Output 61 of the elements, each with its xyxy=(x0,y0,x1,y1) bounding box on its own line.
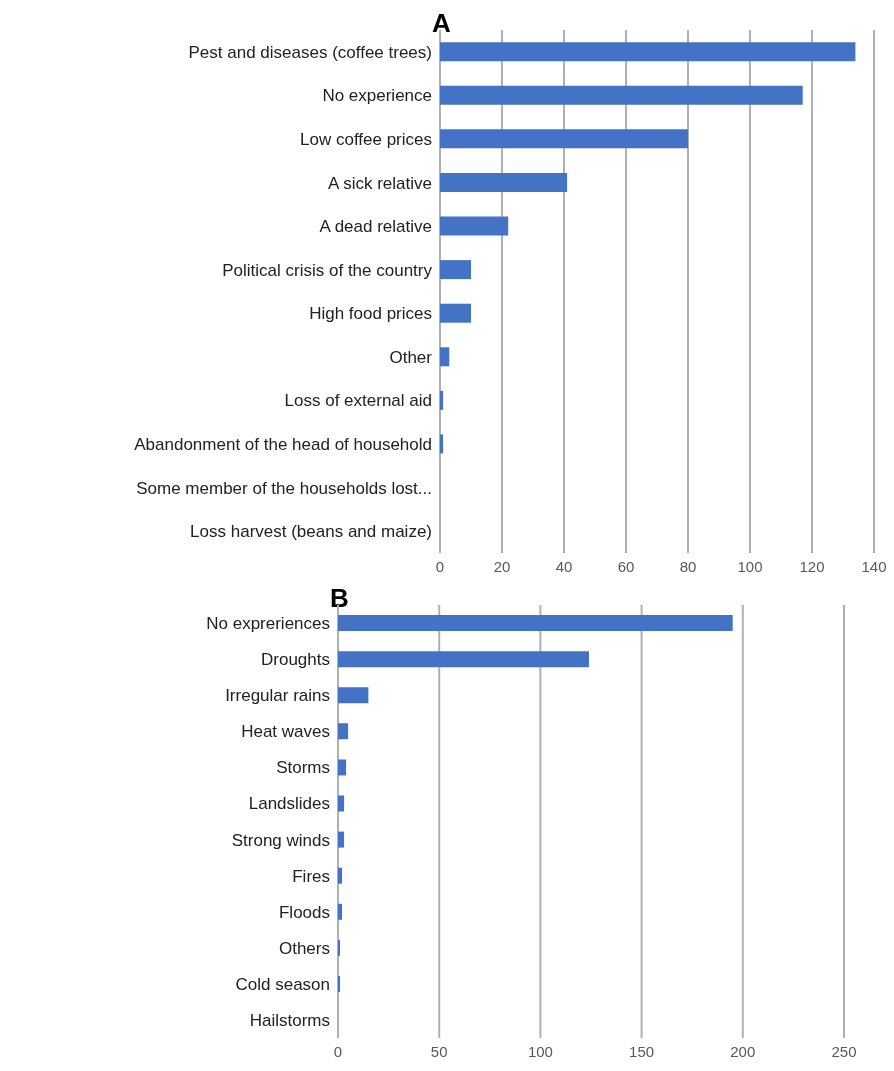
x-tick-label: 0 xyxy=(333,1042,343,1060)
bar xyxy=(338,939,341,956)
y-tick-label: Storms xyxy=(276,758,330,778)
x-tick-label: 250 xyxy=(831,1042,857,1060)
y-tick-label: Cold season xyxy=(235,974,330,994)
bar xyxy=(440,434,444,454)
bar xyxy=(440,216,509,236)
y-tick-label: No experience xyxy=(322,86,432,106)
y-tick-label: Political crisis of the country xyxy=(222,260,433,280)
bar xyxy=(440,347,450,367)
x-tick-label: 100 xyxy=(527,1042,553,1060)
y-tick-label: Droughts xyxy=(261,650,330,670)
x-tick-label: 120 xyxy=(799,557,825,575)
y-tick-label: Hailstorms xyxy=(249,1010,330,1030)
y-tick-label: Floods xyxy=(278,902,330,922)
y-tick-label: Abandonment of the head of household xyxy=(134,435,432,455)
y-tick-label: A dead relative xyxy=(319,217,432,237)
y-tick-label: Irregular rains xyxy=(225,686,330,706)
y-tick-label: Loss of external aid xyxy=(284,391,432,411)
bar xyxy=(338,867,343,884)
x-tick-label: 20 xyxy=(493,557,511,575)
bar xyxy=(338,687,369,704)
bar xyxy=(440,260,471,280)
y-tick-label: Fires xyxy=(292,866,330,886)
bar xyxy=(338,651,589,668)
chart-title: A xyxy=(432,8,451,39)
bar xyxy=(338,975,341,992)
x-tick-label: 80 xyxy=(679,557,697,575)
y-tick-label: High food prices xyxy=(309,304,432,324)
bar xyxy=(440,129,688,149)
bar xyxy=(338,831,345,848)
y-tick-label: Heat waves xyxy=(241,722,330,742)
y-tick-label: Loss harvest (beans and maize) xyxy=(190,522,432,542)
bar xyxy=(440,172,568,192)
bar xyxy=(338,903,343,920)
bar xyxy=(440,85,803,105)
x-tick-label: 150 xyxy=(629,1042,655,1060)
x-tick-label: 200 xyxy=(730,1042,756,1060)
y-tick-label: Low coffee prices xyxy=(300,129,432,149)
chart-title: B xyxy=(330,583,349,614)
x-tick-label: 40 xyxy=(555,557,573,575)
y-tick-label: Some member of the households lost... xyxy=(136,478,432,498)
y-tick-label: Landslides xyxy=(248,794,330,814)
y-tick-label: No expreriences xyxy=(206,614,330,634)
x-tick-label: 60 xyxy=(617,557,635,575)
bar xyxy=(440,390,444,410)
bar xyxy=(440,303,471,323)
x-tick-label: 50 xyxy=(430,1042,448,1060)
y-tick-label: Other xyxy=(389,347,433,367)
y-tick-label: Pest and diseases (coffee trees) xyxy=(188,42,432,62)
x-tick-label: 140 xyxy=(861,557,887,575)
bar xyxy=(338,723,349,740)
bar xyxy=(338,795,345,812)
y-tick-label: Others xyxy=(278,938,330,958)
x-tick-label: 0 xyxy=(435,557,445,575)
y-tick-label: A sick relative xyxy=(328,173,432,193)
bar xyxy=(338,615,733,632)
y-tick-label: Strong winds xyxy=(231,830,330,850)
bar xyxy=(440,42,856,62)
bar xyxy=(338,759,347,776)
x-tick-label: 100 xyxy=(737,557,763,575)
